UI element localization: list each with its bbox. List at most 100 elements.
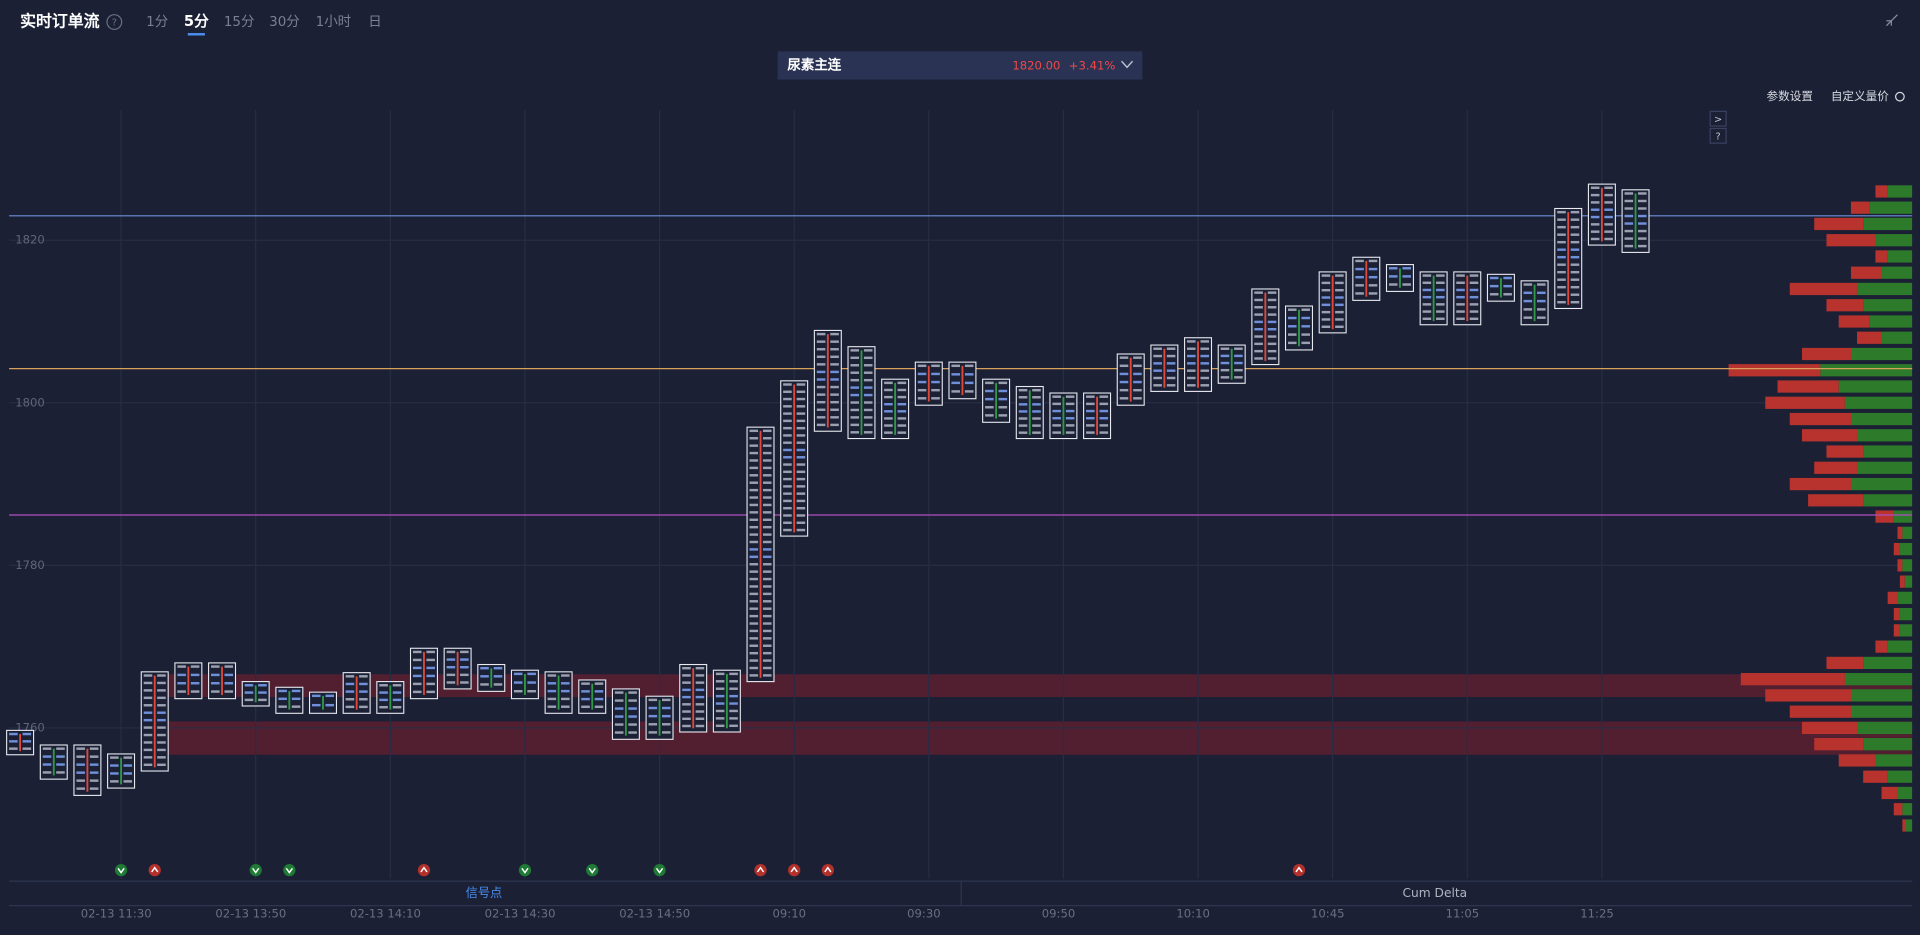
candle-cell <box>89 747 99 750</box>
side-button[interactable] <box>1709 110 1727 127</box>
candle-cell <box>1436 303 1445 306</box>
candle-cell <box>224 673 234 677</box>
interval-tab[interactable]: 日 <box>368 15 381 30</box>
side-button[interactable] <box>1709 127 1727 144</box>
candle-cell <box>749 488 759 492</box>
interval-tab[interactable]: 30分 <box>269 14 300 30</box>
delta-panel-tab[interactable]: Cum Delta <box>1403 886 1468 900</box>
signal-down[interactable] <box>586 864 599 877</box>
signal-arrow <box>252 867 260 874</box>
candle-cell <box>1187 354 1196 358</box>
signal-down[interactable] <box>653 864 666 877</box>
profile-sell <box>1897 526 1903 539</box>
profile-sell <box>1777 380 1839 393</box>
signal-up[interactable] <box>821 864 834 877</box>
candle-cell <box>359 698 368 701</box>
candle-cell <box>1119 356 1129 359</box>
candle-cell <box>460 650 469 654</box>
candle-cell <box>762 503 772 507</box>
candle-cell <box>1436 310 1445 313</box>
candle-cell <box>1335 303 1344 307</box>
candle-cell <box>1200 347 1210 350</box>
candle-cell <box>1590 215 1600 219</box>
candle-cell <box>1624 214 1634 218</box>
instrument-box[interactable] <box>777 51 1143 80</box>
collapse-icon[interactable] <box>1886 14 1898 27</box>
candle-cell <box>1570 210 1580 214</box>
candle-cell <box>224 690 234 693</box>
candle-cell <box>1065 424 1075 427</box>
candle-cell <box>1166 362 1176 365</box>
interval-tab[interactable]: 1小时 <box>316 14 351 30</box>
candle-cell <box>325 694 335 698</box>
candle-cell <box>1570 270 1580 274</box>
candle-cell <box>796 383 806 386</box>
candle-cell <box>614 723 624 726</box>
x-tick-label: 02-13 14:30 <box>485 907 556 921</box>
candle-cell <box>527 681 536 684</box>
signals-panel-tab[interactable]: 信号点 <box>466 886 503 900</box>
interval-tab[interactable]: 15分 <box>224 14 255 30</box>
signal-up[interactable] <box>754 864 767 877</box>
profile-buy <box>1887 770 1913 783</box>
signal-down[interactable] <box>518 864 532 877</box>
candle-cell <box>985 389 994 393</box>
candle-cell <box>143 681 153 685</box>
signal-up[interactable] <box>788 864 801 877</box>
candle-cell <box>547 689 557 693</box>
signal-up[interactable] <box>148 864 161 877</box>
candle-cell <box>143 741 153 744</box>
candle-cell <box>547 697 557 701</box>
candle-cell <box>897 417 907 420</box>
candle-cell <box>830 363 839 366</box>
signal-up[interactable] <box>1292 864 1306 877</box>
candle-cell <box>1422 274 1432 277</box>
candle-cell <box>1032 417 1041 420</box>
candle-cell <box>830 423 839 427</box>
profile-sell <box>1814 217 1864 231</box>
candle-cell <box>1604 208 1613 211</box>
signal-down[interactable] <box>249 864 262 877</box>
interval-tab[interactable]: 5分 <box>184 13 209 30</box>
interval-tab[interactable]: 1分 <box>146 14 168 30</box>
signal-down[interactable] <box>283 864 296 877</box>
candle-cell <box>762 651 772 655</box>
candle-cell <box>850 401 860 404</box>
candle-cell <box>762 585 772 588</box>
profile-buy <box>1844 396 1913 409</box>
profile-sell <box>1899 575 1905 588</box>
candle-cell <box>695 710 705 713</box>
signal-down[interactable] <box>114 864 128 877</box>
candle-cell <box>1099 395 1109 398</box>
candle-cell <box>762 563 772 566</box>
candle-cell <box>648 698 658 702</box>
candle-cell <box>480 666 489 670</box>
candle-cell <box>1523 316 1533 319</box>
candle-cell <box>460 665 469 669</box>
profile-buy <box>1857 461 1913 474</box>
candle-cell <box>729 717 738 720</box>
candle-cell <box>682 717 691 720</box>
candle-cell <box>1254 349 1263 353</box>
signal-arrow <box>521 867 529 874</box>
candle-cell <box>762 637 772 640</box>
candle-cell <box>1570 233 1580 236</box>
candle-cell <box>1187 384 1196 387</box>
candle-cell <box>392 705 402 709</box>
profile-sell <box>1826 299 1864 312</box>
candle-cell <box>897 424 907 427</box>
candle-cell <box>1119 372 1129 376</box>
profile-buy <box>1850 477 1913 491</box>
candle-cell <box>1018 431 1028 434</box>
signal-up[interactable] <box>417 864 431 877</box>
settings-button[interactable]: 参数设置 <box>1767 89 1813 103</box>
candle-cell <box>1119 388 1129 392</box>
candle-cell <box>1234 368 1243 372</box>
candle-cell <box>1133 397 1142 400</box>
x-tick-label: 02-13 14:10 <box>350 907 421 921</box>
candle-cell <box>143 711 153 714</box>
help-icon[interactable] <box>106 14 123 30</box>
candle-cell <box>931 364 940 368</box>
candle-cell <box>244 684 254 687</box>
custom-button[interactable]: 自定义量价 <box>1831 89 1889 103</box>
